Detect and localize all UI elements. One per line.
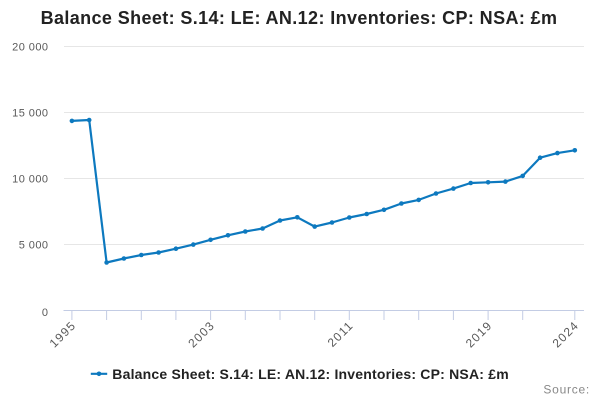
svg-text:Balance Sheet: S.14: LE: AN.12: Balance Sheet: S.14: LE: AN.12: Inventor… <box>112 366 509 382</box>
svg-text:10 000: 10 000 <box>12 174 48 186</box>
svg-text:15 000: 15 000 <box>12 108 48 120</box>
svg-text:Source:: Source: <box>543 383 590 397</box>
svg-text:Balance Sheet: S.14: LE: AN.12: Balance Sheet: S.14: LE: AN.12: Inventor… <box>41 8 558 28</box>
svg-text:5 000: 5 000 <box>19 240 49 252</box>
svg-text:0: 0 <box>42 307 49 319</box>
svg-text:20 000: 20 000 <box>12 42 48 54</box>
